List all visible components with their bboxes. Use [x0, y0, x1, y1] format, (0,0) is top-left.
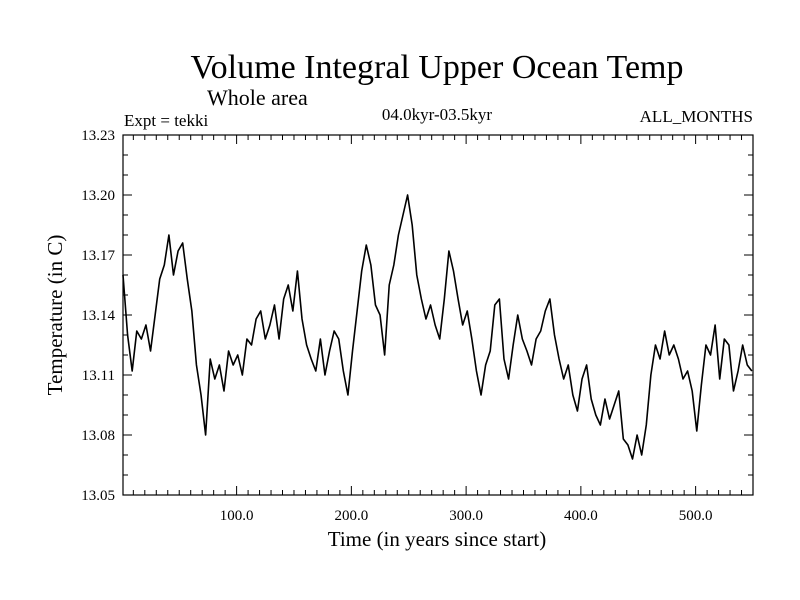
x-tick-label: 400.0	[564, 508, 598, 524]
x-tick-label: 200.0	[334, 508, 368, 524]
chart-title: Volume Integral Upper Ocean Temp	[191, 49, 684, 86]
chart-subtitle: Whole area	[207, 85, 308, 110]
temperature-series-line	[122, 194, 753, 460]
months-label: ALL_MONTHS	[640, 107, 753, 126]
y-tick-label: 13.23	[81, 128, 115, 144]
y-tick-label: 13.14	[81, 308, 115, 324]
y-axis: 13.05 13.08 13.11 13.14 13.17 13.20 13.23	[81, 128, 753, 504]
y-tick-label: 13.05	[81, 488, 115, 504]
y-tick-label: 13.08	[81, 428, 115, 444]
experiment-label: Expt = tekki	[124, 111, 208, 130]
y-tick-label: 13.11	[82, 368, 115, 384]
x-axis: 100.0 200.0 300.0 400.0 500.0	[132, 135, 754, 524]
x-axis-title: Time (in years since start)	[328, 527, 547, 551]
plot-frame	[122, 134, 754, 496]
x-tick-label: 300.0	[449, 508, 483, 524]
y-axis-title: Temperature (in C)	[43, 235, 67, 396]
x-tick-label: 100.0	[220, 508, 254, 524]
y-tick-label: 13.20	[81, 188, 115, 204]
period-label: 04.0kyr-03.5kyr	[382, 105, 492, 124]
x-tick-label: 500.0	[679, 508, 713, 524]
y-tick-label: 13.17	[81, 248, 115, 264]
